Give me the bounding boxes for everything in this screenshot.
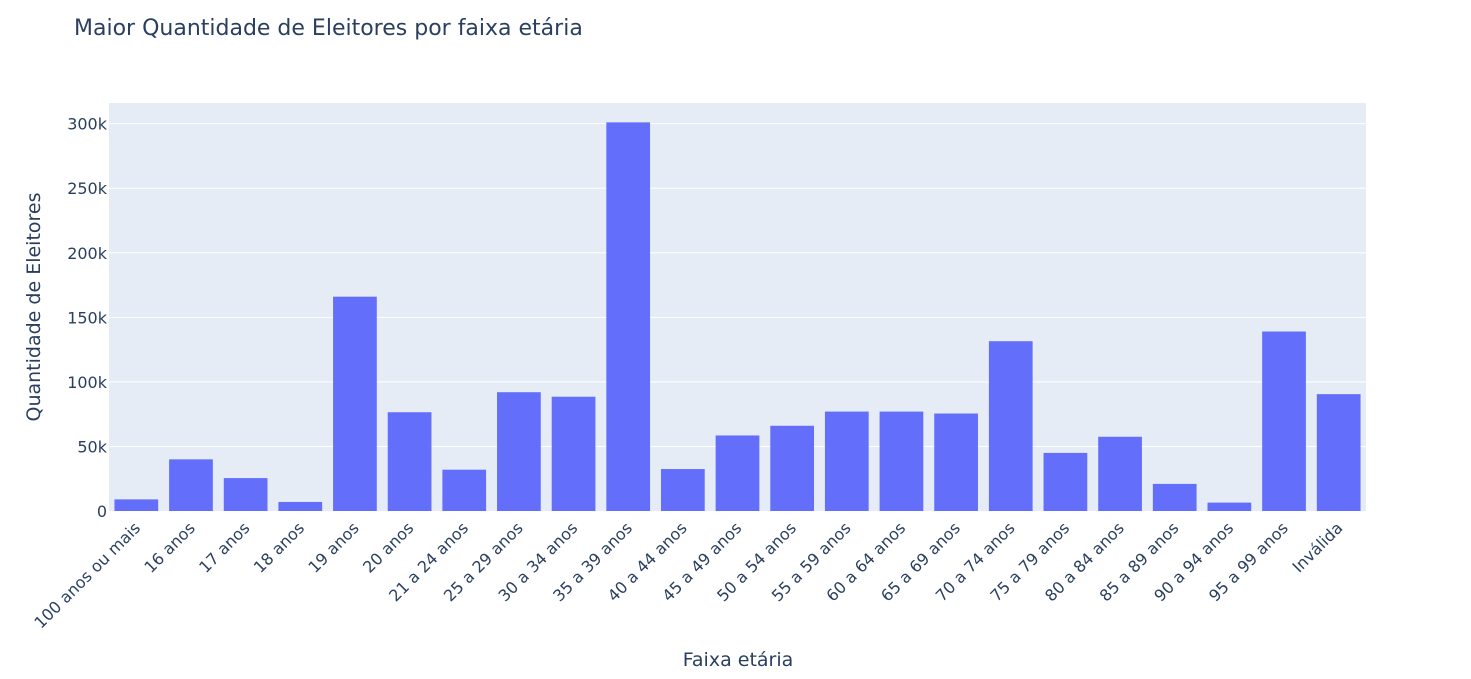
- x-tick-label: 17 anos: [195, 518, 253, 576]
- y-tick-label: 50k: [77, 437, 107, 456]
- bars: [114, 122, 1361, 511]
- bar: [223, 478, 268, 511]
- bar: [1098, 436, 1142, 511]
- bar: [114, 499, 159, 511]
- x-tick-label: 100 anos ou mais: [30, 518, 144, 632]
- y-tick-label: 300k: [67, 115, 108, 134]
- bar: [660, 469, 705, 511]
- x-tick-label: 19 anos: [304, 518, 362, 576]
- bar: [551, 396, 596, 511]
- y-tick-label: 250k: [67, 179, 108, 198]
- x-tick-label: 16 anos: [140, 518, 198, 576]
- bar: [1152, 483, 1197, 511]
- bar: [1262, 331, 1306, 511]
- bar: [606, 122, 651, 511]
- bar: [442, 469, 487, 511]
- y-axis-ticks: 0 50k 100k 150k 200k 250k 300k: [67, 115, 108, 521]
- gridlines: [109, 123, 1366, 447]
- bar: [824, 411, 869, 511]
- y-tick-label: 200k: [67, 244, 108, 263]
- bar: [1043, 452, 1088, 511]
- chart-title: Maior Quantidade de Eleitores por faixa …: [74, 16, 583, 41]
- x-axis-title: Faixa etária: [683, 649, 794, 671]
- bar: [934, 413, 978, 511]
- y-tick-label: 0: [97, 502, 107, 521]
- bar: [169, 459, 213, 511]
- bar: [715, 435, 760, 511]
- x-tick-label: 18 anos: [250, 518, 308, 576]
- bar: [278, 501, 323, 511]
- bar: [1316, 394, 1361, 511]
- y-tick-label: 150k: [67, 308, 108, 327]
- bar: [387, 412, 432, 511]
- bar: [988, 341, 1033, 511]
- bar: [497, 392, 541, 511]
- y-tick-label: 100k: [67, 373, 108, 392]
- bar: [770, 425, 815, 511]
- bar: [1207, 502, 1252, 511]
- x-tick-label: Inválida: [1289, 518, 1347, 576]
- bar: [333, 296, 377, 511]
- bar: [879, 411, 924, 511]
- y-axis-title: Quantidade de Eleitores: [23, 192, 45, 421]
